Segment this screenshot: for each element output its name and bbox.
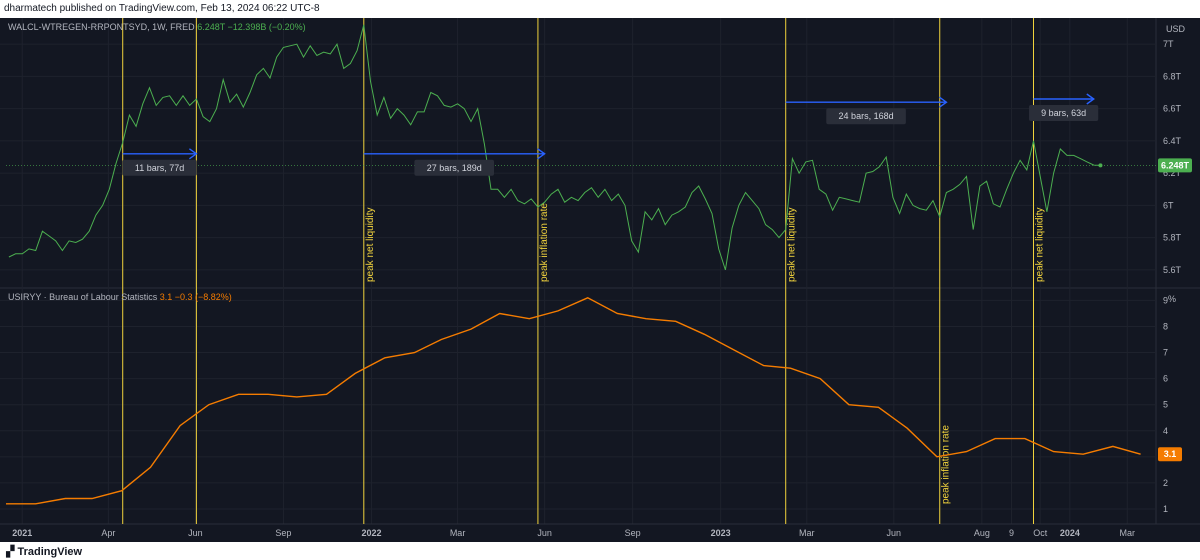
x-tick-label: Mar: [1120, 528, 1136, 538]
x-tick-label: Sep: [275, 528, 291, 538]
x-tick-label: Sep: [625, 528, 641, 538]
cpi-y-tick-label: 5: [1163, 400, 1168, 410]
cpi-y-tick-label: 1: [1163, 504, 1168, 514]
measure-arrowhead: [537, 148, 546, 160]
x-tick-label: Mar: [450, 528, 466, 538]
measure-label: 9 bars, 63d: [1041, 108, 1086, 118]
cpi-last-value-badge: [1158, 447, 1182, 462]
chart-canvas: 5.6T5.8T6T6.2T6.4T6.6T6.8T7T123456789202…: [0, 18, 1200, 538]
measure-arrowhead: [939, 96, 948, 108]
liquidity-last-value-label: 6.248T: [1161, 160, 1190, 170]
event-label: peak net liquidity: [1034, 208, 1045, 283]
measure-label-box: [122, 159, 197, 176]
cpi-series-line: [6, 297, 1141, 505]
cpi-unit-label: %: [1168, 294, 1176, 304]
footer-bar: ▞ TradingView: [0, 542, 1200, 560]
cpi-legend-value: 3.1 −0.3 (−8.82%): [160, 292, 232, 302]
x-tick-label: 9: [1009, 528, 1014, 538]
measure-label-box: [826, 108, 906, 125]
x-tick-label: 2023: [711, 528, 731, 538]
event-label: peak inflation rate: [539, 203, 550, 282]
x-tick-label: Oct: [1033, 528, 1048, 538]
liquidity-y-tick-label: 6T: [1163, 200, 1174, 210]
liquidity-y-tick-label: 6.8T: [1163, 71, 1182, 81]
chart-frame: 5.6T5.8T6T6.2T6.4T6.6T6.8T7T123456789202…: [0, 18, 1200, 542]
cpi-last-value-label: 3.1: [1164, 449, 1177, 459]
logo-mark-icon: ▞: [6, 546, 18, 558]
cpi-legend: USIRYY · Bureau of Labour Statistics 3.1…: [8, 292, 232, 302]
publish-text: dharmatech published on TradingView.com,…: [4, 3, 320, 14]
liquidity-legend-value: 6.248T −12.398B (−0.20%): [197, 22, 305, 32]
brand-label: TradingView: [17, 546, 83, 558]
x-tick-label: Jun: [887, 528, 902, 538]
liquidity-unit-label: USD: [1166, 24, 1186, 34]
x-tick-label: Aug: [974, 528, 990, 538]
liquidity-series-line: [8, 24, 1101, 271]
x-tick-label: Apr: [101, 528, 115, 538]
liquidity-y-tick-label: 6.4T: [1163, 136, 1182, 146]
cpi-y-tick-label: 2: [1163, 478, 1168, 488]
cpi-y-tick-label: 9: [1163, 295, 1168, 305]
liquidity-y-tick-label: 6.2T: [1163, 168, 1182, 178]
tradingview-logo: ▞ TradingView: [6, 545, 82, 558]
liquidity-legend-symbol: WALCL-WTREGEN-RRPONTSYD, 1W, FRED: [8, 22, 197, 32]
cpi-legend-symbol: USIRYY · Bureau of Labour Statistics: [8, 292, 160, 302]
x-tick-label: Jun: [188, 528, 203, 538]
liquidity-last-point: [1098, 163, 1103, 168]
x-tick-label: 2024: [1060, 528, 1080, 538]
x-tick-label: Jun: [537, 528, 552, 538]
measure-arrowhead: [1086, 93, 1095, 105]
liquidity-last-value-badge: [1158, 158, 1192, 173]
cpi-y-tick-label: 6: [1163, 374, 1168, 384]
x-tick-label: 2022: [361, 528, 381, 538]
measure-label: 11 bars, 77d: [135, 163, 184, 173]
measure-arrowhead: [188, 148, 198, 160]
event-label: peak net liquidity: [365, 208, 376, 283]
x-tick-label: Mar: [799, 528, 815, 538]
measure-label: 24 bars, 168d: [839, 111, 894, 121]
measure-label-box: [414, 159, 495, 176]
measure-label-box: [1029, 104, 1099, 121]
event-label: peak net liquidity: [787, 208, 798, 283]
liquidity-y-tick-label: 7T: [1163, 39, 1174, 49]
liquidity-y-tick-label: 5.6T: [1163, 265, 1182, 275]
x-tick-label: 2021: [12, 528, 32, 538]
event-label: peak inflation rate: [941, 425, 952, 504]
measure-label: 27 bars, 189d: [427, 163, 482, 173]
cpi-y-tick-label: 8: [1163, 321, 1168, 331]
liquidity-y-tick-label: 5.8T: [1163, 233, 1182, 243]
liquidity-legend: WALCL-WTREGEN-RRPONTSYD, 1W, FRED 6.248T…: [8, 22, 306, 32]
publish-header: dharmatech published on TradingView.com,…: [0, 0, 1200, 18]
liquidity-y-tick-label: 6.6T: [1163, 104, 1182, 114]
cpi-y-tick-label: 7: [1163, 348, 1168, 358]
cpi-y-tick-label: 4: [1163, 426, 1168, 436]
